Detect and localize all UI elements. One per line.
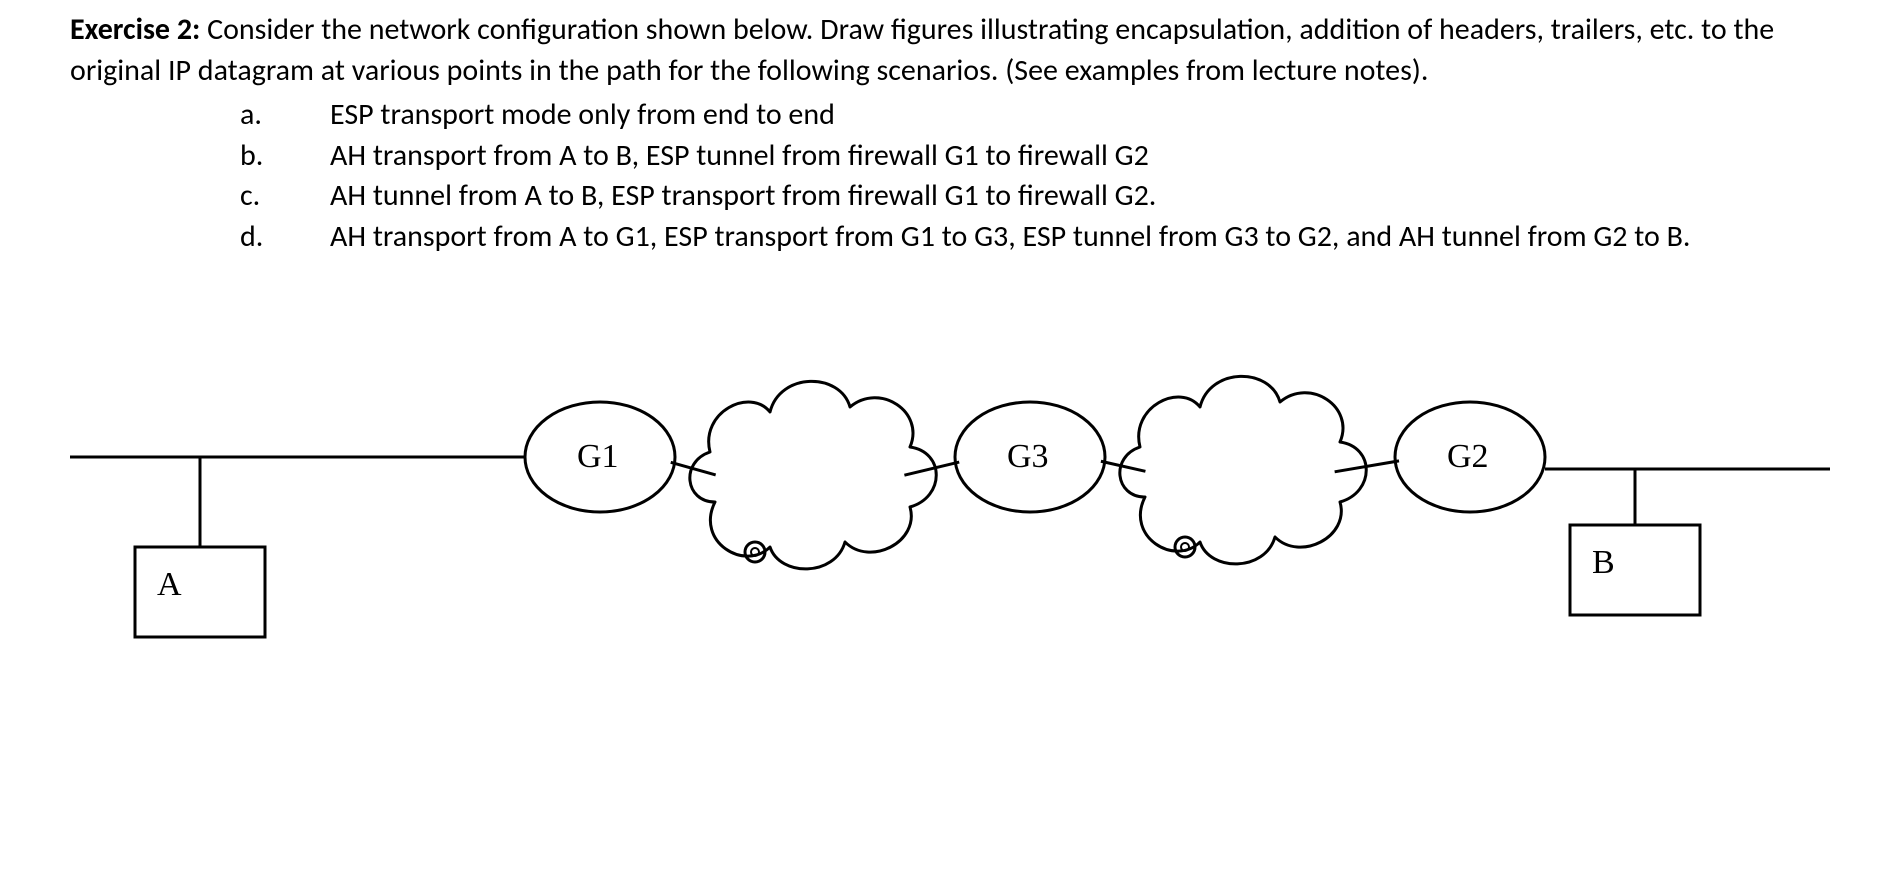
svg-text:G2: G2 — [1447, 438, 1489, 475]
option-letter: d. — [240, 217, 330, 258]
option-letter: c. — [240, 176, 330, 217]
option-letter: a. — [240, 95, 330, 136]
intro-paragraph: Exercise 2: Consider the network configu… — [70, 10, 1824, 91]
option-text: AH transport from A to G1, ESP transport… — [330, 217, 1824, 258]
svg-text:B: B — [1592, 544, 1615, 581]
option-text: AH transport from A to B, ESP tunnel fro… — [330, 136, 1824, 177]
exercise-label: Exercise 2: — [70, 11, 200, 48]
intro-text: Consider the network configuration shown… — [70, 11, 1774, 89]
exercise-page: Exercise 2: Consider the network configu… — [0, 0, 1894, 647]
option-d: d. AH transport from A to G1, ESP transp… — [240, 217, 1824, 258]
svg-text:G1: G1 — [577, 438, 619, 475]
option-c: c. AH tunnel from A to B, ESP transport … — [240, 176, 1824, 217]
svg-text:G3: G3 — [1007, 438, 1049, 475]
option-text: AH tunnel from A to B, ESP transport fro… — [330, 176, 1824, 217]
option-a: a. ESP transport mode only from end to e… — [240, 95, 1824, 136]
network-diagram: A B G1 G3 G2 — [70, 307, 1824, 647]
option-letter: b. — [240, 136, 330, 177]
option-text: ESP transport mode only from end to end — [330, 95, 1824, 136]
option-b: b. AH transport from A to B, ESP tunnel … — [240, 136, 1824, 177]
options-list: a. ESP transport mode only from end to e… — [70, 95, 1824, 257]
svg-text:A: A — [157, 566, 182, 603]
